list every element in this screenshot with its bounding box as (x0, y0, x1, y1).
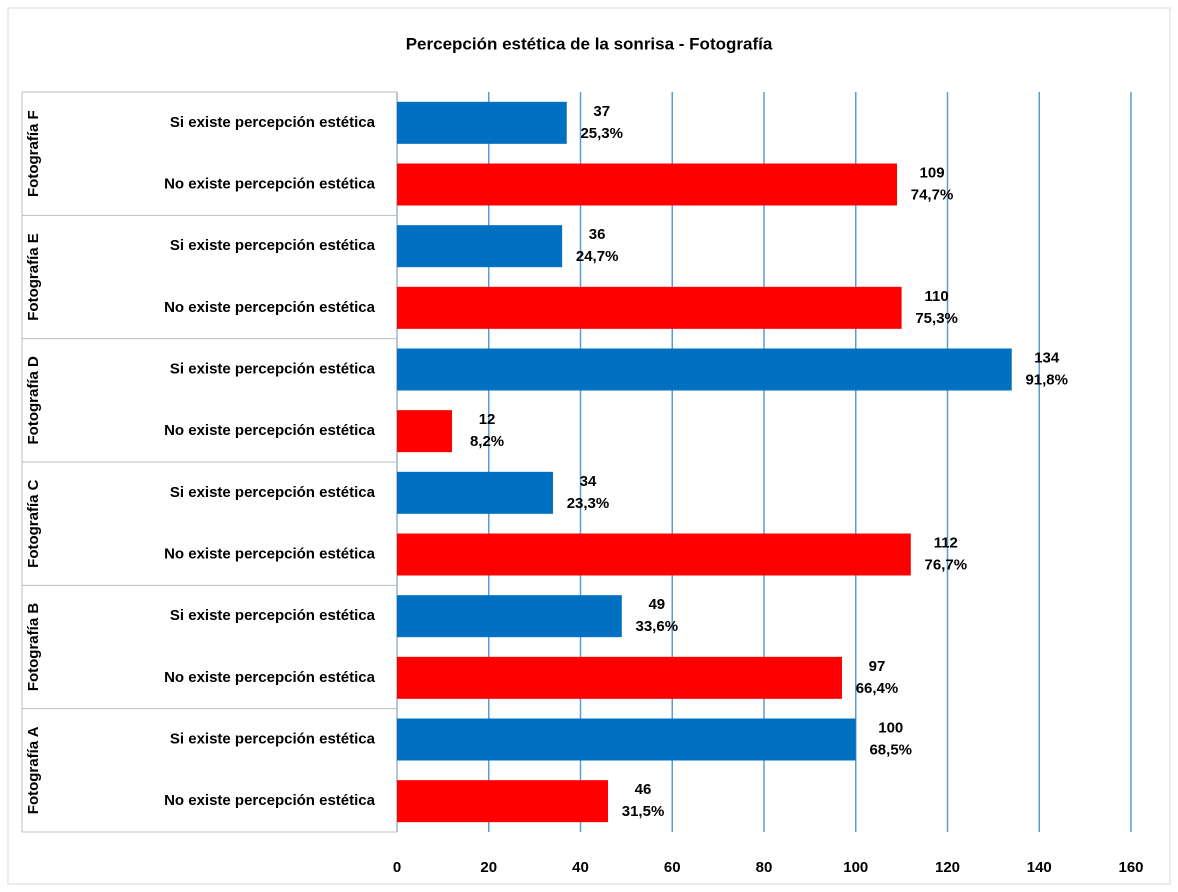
bar (397, 348, 1012, 391)
bar (397, 595, 622, 638)
data-label: 75,3% (915, 310, 958, 327)
bar (397, 410, 453, 453)
data-label: 34 (580, 473, 597, 490)
category-label: Si existe percepción estética (170, 607, 376, 624)
data-label: 134 (1034, 349, 1060, 366)
category-label: No existe percepción estética (164, 299, 376, 316)
group-label: Fotografía D (25, 356, 42, 444)
category-label: No existe percepción estética (164, 545, 376, 562)
x-tick-label: 60 (664, 859, 681, 876)
data-label: 74,7% (911, 186, 954, 203)
data-label: 33,6% (636, 618, 679, 635)
data-label: 112 (934, 534, 958, 551)
data-label: 109 (920, 164, 945, 181)
group-label: Fotografía E (25, 233, 42, 321)
bar (397, 471, 553, 514)
group-label: Fotografía C (25, 479, 42, 567)
data-label: 37 (593, 103, 610, 120)
group-label: Fotografía B (25, 603, 42, 691)
chart-title: Percepción estética de la sonrisa - Foto… (406, 34, 773, 53)
x-tick-label: 40 (572, 859, 589, 876)
bar (397, 286, 902, 329)
data-label: 8,2% (470, 433, 504, 450)
data-label: 25,3% (580, 125, 623, 142)
data-label: 36 (589, 226, 606, 243)
group-label: Fotografía F (25, 110, 42, 197)
category-label: Si existe percepción estética (170, 484, 376, 501)
data-label: 97 (869, 658, 886, 675)
data-label: 49 (648, 596, 665, 613)
data-label: 76,7% (925, 556, 968, 573)
bar (397, 163, 898, 206)
data-label: 23,3% (567, 495, 610, 512)
data-label: 46 (635, 781, 652, 798)
x-tick-label: 20 (480, 859, 497, 876)
x-tick-label: 160 (1118, 859, 1143, 876)
data-label: 100 (878, 719, 903, 736)
x-tick-label: 120 (935, 859, 960, 876)
category-label: No existe percepción estética (164, 175, 376, 192)
x-tick-label: 0 (393, 859, 401, 876)
bar (397, 656, 842, 699)
bar (397, 225, 563, 268)
category-label: No existe percepción estética (164, 669, 376, 686)
data-label: 91,8% (1025, 371, 1068, 388)
category-label: No existe percepción estética (164, 792, 376, 809)
data-label: 12 (479, 411, 496, 428)
x-tick-label: 80 (756, 859, 773, 876)
x-tick-label: 100 (843, 859, 868, 876)
data-label: 110 (925, 288, 949, 305)
x-tick-label: 140 (1027, 859, 1052, 876)
data-label: 31,5% (622, 803, 665, 820)
bar (397, 718, 856, 761)
data-label: 68,5% (869, 741, 912, 758)
category-label: Si existe percepción estética (170, 360, 376, 377)
category-label: Si existe percepción estética (170, 114, 376, 131)
category-label: Si existe percepción estética (170, 237, 376, 254)
category-label: No existe percepción estética (164, 422, 376, 439)
group-label: Fotografía A (25, 726, 42, 814)
data-label: 24,7% (576, 248, 619, 265)
bar (397, 533, 911, 576)
category-label: Si existe percepción estética (170, 730, 376, 747)
bar (397, 101, 567, 144)
bar (397, 780, 609, 823)
data-label: 66,4% (856, 680, 899, 697)
